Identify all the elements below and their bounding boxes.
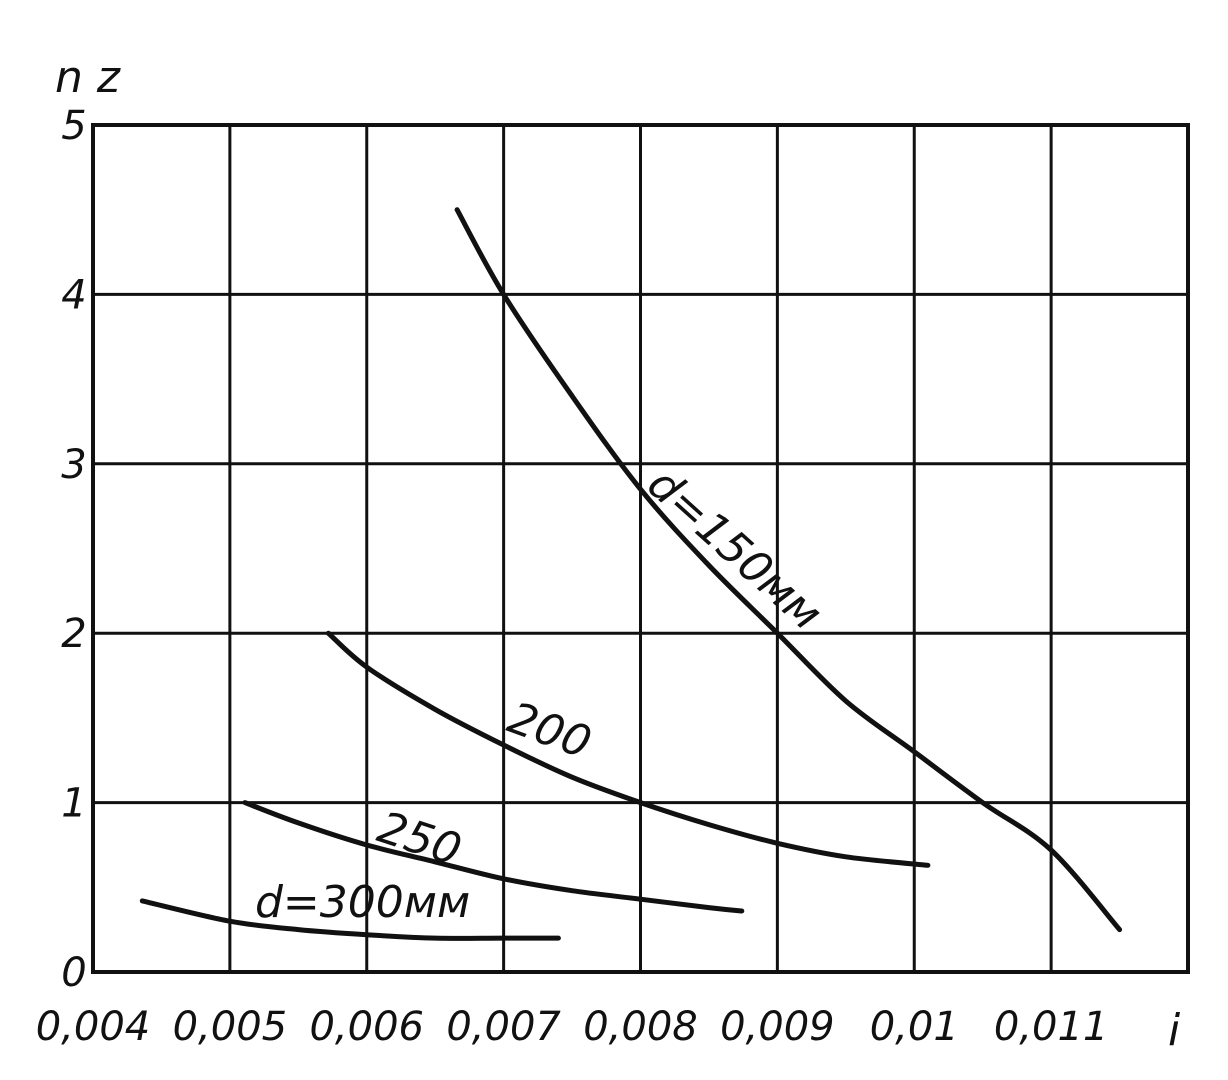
x-tick-label: 0,004 [36,1004,151,1050]
x-tick-label: 0,006 [309,1004,424,1050]
y-tick-label: 3 [61,442,86,488]
x-tick-label: 0,01 [870,1004,959,1050]
y-tick-label: 4 [61,272,86,318]
series-label-2: 200 [501,692,597,769]
series-line-2 [325,630,931,868]
x-tick-label: 0,005 [173,1004,288,1050]
y-tick-label: 1 [61,781,86,827]
grid [93,125,1188,972]
series-line-3 [242,800,745,914]
x-tick-label: 0,009 [720,1004,835,1050]
x-tick-label: 0,008 [583,1004,698,1050]
y-tick-label: 2 [61,611,86,657]
y-tick-labels: 0 1 2 3 4 5 [61,103,86,996]
series-label-3: 250 [372,802,468,876]
series-line-1 [454,207,1123,933]
x-tick-label: 0,011 [994,1004,1109,1050]
series-label-4: d=300мм [255,877,470,928]
plot-frame [91,123,1190,974]
series-line-4 [139,898,561,941]
y-tick-label: 5 [61,103,86,149]
x-axis-label: i [1168,1005,1181,1056]
x-tick-labels: 0,004 0,005 0,006 0,007 0,008 0,009 0,01 0,011 [36,1004,1109,1050]
x-tick-label: 0,007 [446,1004,561,1050]
series-label-1: d=150мм [638,458,832,640]
y-tick-label: 0 [61,950,86,996]
curves [139,207,1123,941]
y-axis-label: n z [55,52,121,103]
